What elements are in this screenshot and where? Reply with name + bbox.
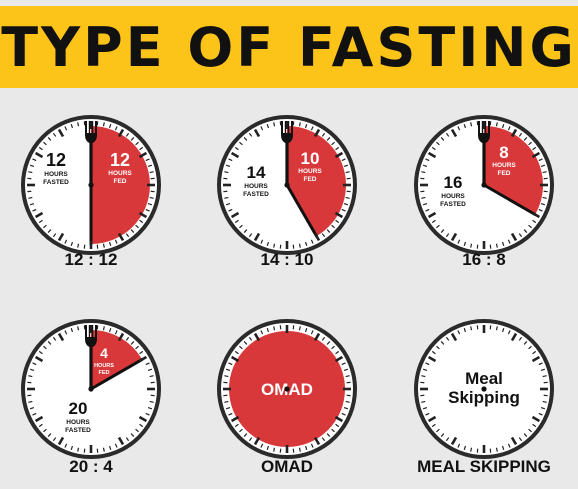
minute-tick [28,376,32,377]
title-banner: TYPE OF FASTING [0,6,578,88]
fasted-hours-number: 14 [247,163,266,182]
fed-hours-label: HOURS [492,162,516,169]
fed-hours-label: HOURS [94,363,114,369]
fed-hours-label: FED [304,176,317,183]
center-pin [284,386,289,391]
minute-tick [274,326,275,330]
minute-tick [78,122,79,126]
fed-hours-label: HOURS [298,168,322,175]
minute-tick [78,244,79,248]
fasted-hours-label: HOURS [441,193,465,200]
minute-tick [471,122,472,126]
page-title: TYPE OF FASTING [1,16,577,79]
fed-hours-label: HOURS [108,170,132,177]
minute-tick [150,197,154,198]
minute-tick [346,197,350,198]
fed-hours-number: 8 [499,143,508,162]
fasted-hours-number: 12 [46,150,66,170]
fasted-hours-label: HOURS [244,183,268,190]
fed-hours-label: FED [114,178,127,185]
minute-tick [103,326,104,330]
fasted-hours-label: FASTED [243,191,269,198]
minute-tick [496,122,497,126]
minute-tick [496,448,497,452]
fasted-hours-label: FASTED [43,179,69,186]
clock-caption: OMAD [192,457,382,477]
center-pin [88,386,93,391]
minute-tick [224,172,228,173]
fasted-hours-number: 20 [69,399,88,418]
minute-tick [103,244,104,248]
fed-hours-label: FED [498,170,511,177]
fasted-hours-number: 16 [444,173,463,192]
fed-hours-label: FED [99,370,110,376]
clock-caption: MEAL SKIPPING [389,457,578,477]
fed-hours-number: 10 [301,149,320,168]
center-label: Meal [465,369,503,388]
clock-caption: 14 : 10 [192,250,382,270]
minute-tick [224,401,228,402]
fed-hours-number: 4 [100,345,108,361]
minute-tick [274,122,275,126]
fed-hours-number: 12 [110,150,130,170]
fasted-hours-label: FASTED [440,201,466,208]
minute-tick [543,401,547,402]
minute-tick [421,376,425,377]
clock-card-omad: OMAD OMAD [212,314,362,489]
minute-tick [274,448,275,452]
minute-tick [28,197,32,198]
minute-tick [346,376,350,377]
clock-caption: 20 : 4 [0,457,186,477]
minute-tick [299,448,300,452]
minute-tick [103,448,104,452]
minute-tick [299,244,300,248]
minute-tick [28,401,32,402]
minute-tick [299,326,300,330]
minute-tick [274,244,275,248]
fasted-hours-label: HOURS [44,171,68,178]
minute-tick [471,326,472,330]
minute-tick [346,401,350,402]
clock-caption: 16 : 8 [389,250,578,270]
center-pin [284,182,289,187]
minute-tick [150,401,154,402]
minute-tick [471,244,472,248]
minute-tick [299,122,300,126]
clock-omad: OMAD [212,314,362,464]
minute-tick [224,376,228,377]
minute-tick [78,448,79,452]
center-pin [481,182,486,187]
center-pin [481,386,486,391]
minute-tick [421,197,425,198]
minute-tick [543,376,547,377]
minute-tick [78,326,79,330]
minute-tick [421,172,425,173]
minute-tick [543,197,547,198]
minute-tick [103,122,104,126]
minute-tick [496,326,497,330]
minute-tick [28,172,32,173]
fasted-hours-label: FASTED [65,427,91,434]
minute-tick [150,172,154,173]
center-pin [88,182,93,187]
minute-tick [346,172,350,173]
minute-tick [496,244,497,248]
minute-tick [471,448,472,452]
clock-caption: 12 : 12 [0,250,186,270]
minute-tick [150,376,154,377]
minute-tick [421,401,425,402]
fasted-hours-label: HOURS [66,419,90,426]
minute-tick [543,172,547,173]
minute-tick [224,197,228,198]
